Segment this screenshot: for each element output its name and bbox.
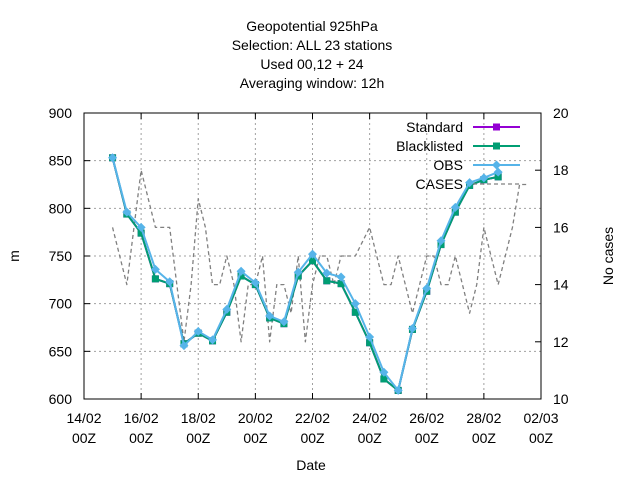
x-tick-label: 28/02 — [466, 410, 501, 426]
data-point-obs — [379, 367, 389, 377]
chart-title-line: Geopotential 925hPa — [246, 18, 378, 34]
legend-label-cases: CASES — [416, 176, 463, 192]
chart-title-line: Selection: ALL 23 stations — [232, 37, 393, 53]
legend-marker-obs — [492, 160, 501, 170]
data-point-obs — [122, 207, 132, 217]
data-point-blacklisted — [337, 280, 345, 288]
y2-tick-label: 10 — [553, 391, 569, 407]
x-tick-label-time: 00Z — [472, 430, 497, 446]
labels: 600 650 700 750 800 850 900 10 12 14 16 18 20 14/02 00… — [6, 18, 616, 473]
y-tick-label: 850 — [49, 153, 73, 169]
plot-frame — [83, 112, 542, 400]
data-point-blacklisted — [351, 308, 359, 316]
x-tick-label: 22/02 — [295, 410, 330, 426]
data-point-blacklisted — [309, 257, 316, 265]
y2-tick-label: 16 — [553, 219, 569, 235]
data-point-obs — [350, 299, 360, 309]
data-point-obs — [193, 326, 203, 336]
y2-tick-label: 14 — [553, 277, 569, 293]
y-tick-label: 650 — [49, 343, 73, 359]
data-point-blacklisted — [451, 208, 459, 216]
data-point-obs — [450, 202, 460, 212]
data-point-obs — [479, 173, 489, 183]
x-tick-label-time: 00Z — [529, 430, 554, 446]
grid — [84, 113, 541, 399]
data-point-blacklisted — [366, 339, 374, 347]
legend: Standard Blacklisted OBS CASES — [396, 119, 520, 192]
data-point-obs — [108, 153, 118, 163]
y2-tick-label: 18 — [553, 162, 569, 178]
x-tick-label-time: 00Z — [415, 430, 440, 446]
x-tick-label: 26/02 — [409, 410, 444, 426]
x-tick-label-time: 00Z — [186, 430, 211, 446]
data-point-obs — [293, 267, 303, 277]
data-point-obs — [422, 283, 432, 293]
legend-label-standard: Standard — [406, 119, 463, 135]
data-point-obs — [279, 317, 289, 327]
series-layer — [108, 153, 527, 395]
x-tick-label: 16/02 — [124, 410, 159, 426]
data-point-obs — [407, 323, 417, 333]
x-tick-label-time: 00Z — [358, 430, 383, 446]
x-tick-label: 02/03 — [523, 410, 558, 426]
data-point-obs — [222, 304, 232, 314]
data-point-obs — [308, 249, 317, 259]
y2-axis-label: No cases — [600, 227, 616, 285]
data-point-blacklisted — [323, 277, 331, 285]
data-point-obs — [336, 272, 346, 282]
data-point-obs — [165, 277, 175, 287]
data-point-obs — [179, 341, 189, 351]
data-point-obs — [465, 178, 475, 188]
data-point-obs — [322, 268, 332, 278]
x-axis-label: Date — [296, 457, 326, 473]
data-point-obs — [365, 332, 375, 342]
legend-marker-blacklisted — [493, 142, 500, 150]
data-point-obs — [236, 266, 246, 276]
data-point-obs — [265, 311, 275, 321]
legend-marker-standard — [493, 123, 500, 131]
data-point-obs — [493, 167, 503, 177]
y-tick-label: 700 — [49, 296, 73, 312]
data-point-obs — [136, 222, 146, 232]
data-point-blacklisted — [380, 375, 388, 383]
y-tick-label: 900 — [49, 105, 73, 121]
y-tick-label: 750 — [49, 248, 73, 264]
y2-tick-label: 20 — [553, 105, 569, 121]
x-tick-label-time: 00Z — [300, 430, 325, 446]
data-point-obs — [250, 278, 260, 288]
x-tick-label: 24/02 — [352, 410, 387, 426]
x-tick-label-time: 00Z — [72, 430, 97, 446]
data-point-obs — [150, 264, 160, 274]
data-point-obs — [436, 236, 446, 246]
data-point-blacklisted — [137, 229, 145, 237]
legend-label-blacklisted: Blacklisted — [396, 138, 463, 154]
series-line-obs — [111, 157, 499, 392]
y-tick-label: 600 — [49, 391, 73, 407]
series-line-cases — [111, 169, 527, 343]
data-point-blacklisted — [494, 173, 502, 181]
chart-title-line: Used 00,12 + 24 — [260, 56, 363, 72]
y2-tick-label: 12 — [553, 334, 569, 350]
data-point-blacklisted — [237, 272, 245, 280]
y-tick-label: 800 — [49, 200, 73, 216]
x-tick-label: 18/02 — [181, 410, 216, 426]
data-point-obs — [393, 385, 403, 395]
x-tick-label: 20/02 — [238, 410, 273, 426]
x-tick-label-time: 00Z — [243, 430, 268, 446]
legend-label-obs: OBS — [433, 157, 463, 173]
data-point-blacklisted — [151, 275, 159, 283]
chart-title-line: Averaging window: 12h — [240, 75, 385, 91]
data-point-obs — [208, 335, 218, 345]
x-tick-label-time: 00Z — [129, 430, 154, 446]
y-axis-label: m — [6, 250, 22, 262]
x-tick-label: 14/02 — [66, 410, 101, 426]
